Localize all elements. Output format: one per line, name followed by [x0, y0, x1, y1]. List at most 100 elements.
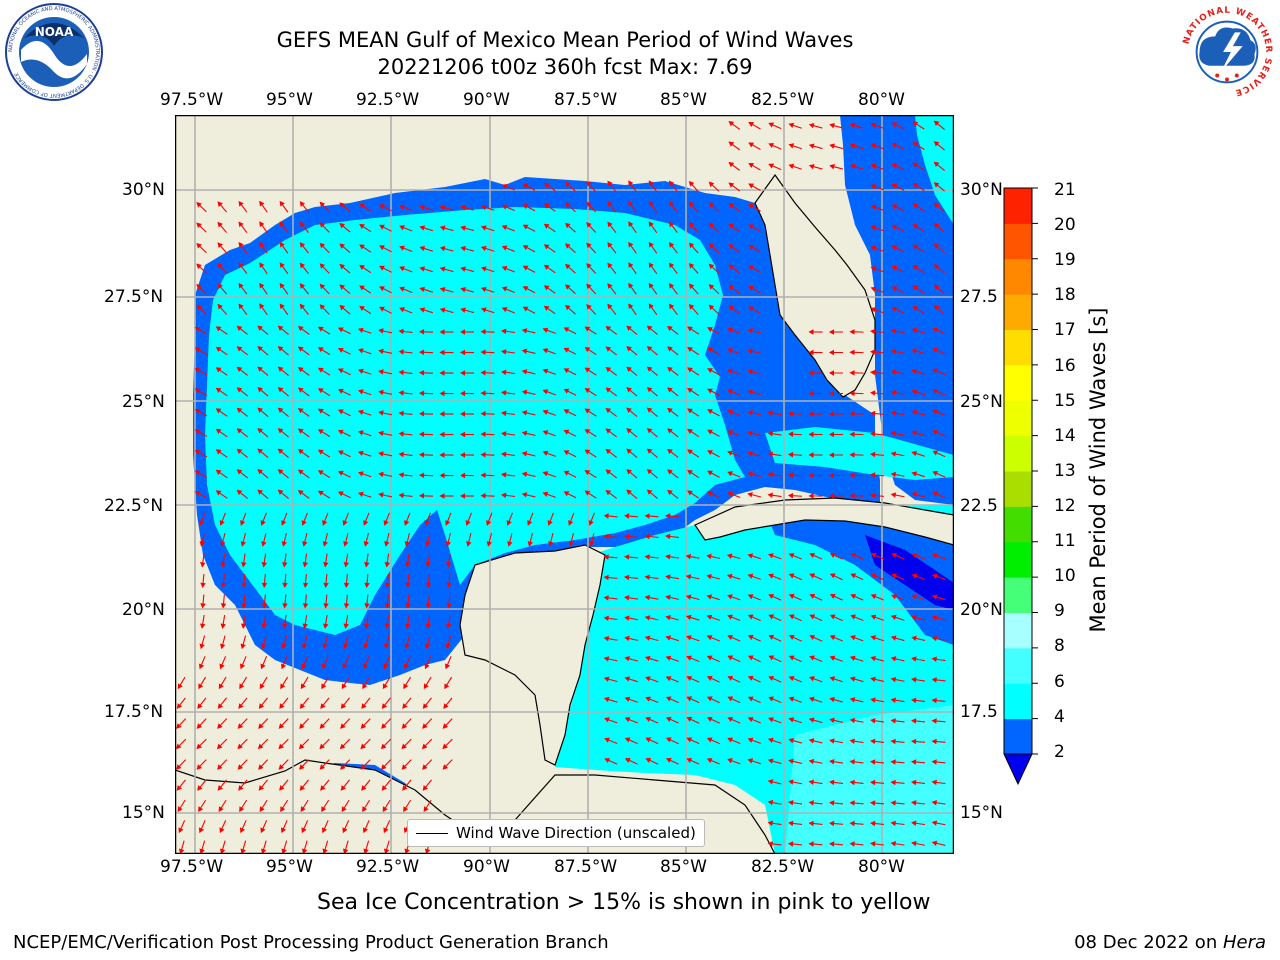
wave-direction-arrowhead [747, 696, 754, 702]
wave-direction-arrowhead [300, 683, 306, 690]
wave-direction-arrowhead [543, 305, 550, 311]
wave-direction-arrowhead [439, 411, 445, 417]
wave-direction-arrowhead [419, 225, 426, 231]
wave-direction-arrowhead [767, 431, 773, 437]
florida-straits-inner [765, 427, 954, 480]
wave-direction-arrowhead [748, 265, 755, 271]
wave-direction-arrowhead [870, 635, 877, 641]
wave-direction-arrowhead [340, 723, 346, 729]
wave-direction-arrowhead [378, 492, 384, 498]
wave-direction-arrowhead [542, 409, 549, 415]
wave-direction-arrowhead [240, 541, 246, 547]
wave-direction-arrowhead [628, 262, 634, 269]
wave-direction-arrowhead [359, 264, 365, 271]
wave-direction-arrowhead [808, 163, 815, 170]
wave-direction-arrowhead [667, 448, 673, 455]
wave-direction-arrowhead [419, 204, 426, 211]
wave-direction-arrowhead [337, 327, 344, 333]
wave-direction-arrowhead [379, 286, 385, 292]
wave-direction-arrowhead [568, 541, 574, 547]
wave-direction-arrowhead [665, 635, 672, 641]
wave-direction-arrowhead [607, 180, 613, 187]
wave-direction-arrowhead [215, 490, 222, 496]
wave-direction-arrowhead [398, 431, 404, 437]
wave-direction-arrowhead [623, 533, 630, 540]
plot-title-line1: GEFS MEAN Gulf of Mexico Mean Period of … [276, 28, 854, 52]
wave-direction-arrowhead [501, 266, 508, 272]
wave-direction-arrowhead [605, 448, 612, 455]
wave-direction-arrowhead [384, 623, 390, 629]
wave-direction-arrowhead [196, 222, 202, 229]
wave-direction-arrowhead [319, 304, 326, 310]
wave-direction-arrowhead [890, 656, 897, 662]
wave-direction-arrowhead [216, 743, 223, 750]
wave-direction-arrowhead [891, 573, 897, 579]
wave-direction-arrowhead [828, 329, 835, 335]
wave-direction-arrowhead [607, 262, 613, 269]
colorbar-segment [1004, 541, 1032, 578]
wave-direction-arrowhead [342, 520, 348, 526]
wave-direction-arrowhead [668, 303, 675, 310]
wave-direction-arrowhead [543, 244, 550, 250]
wave-direction-arrowhead [459, 349, 466, 356]
wave-direction-arrowhead [870, 163, 877, 169]
wave-direction-arrowhead [260, 520, 266, 526]
wave-direction-arrowhead [728, 121, 735, 127]
wave-direction-arrowhead [405, 582, 411, 589]
yucatan-land [459, 544, 606, 766]
wave-direction-arrowhead [933, 182, 940, 188]
wave-direction-arrowhead [727, 348, 733, 354]
wave-direction-arrowhead [727, 491, 733, 497]
wave-direction-arrowhead [931, 635, 938, 642]
wave-direction-arrowhead [890, 389, 897, 396]
wave-direction-arrowhead [459, 431, 466, 438]
wave-direction-arrowhead [891, 142, 898, 148]
wave-direction-arrowhead [501, 472, 507, 478]
wave-direction-arrowhead [399, 204, 405, 210]
wave-direction-arrowhead [343, 582, 350, 589]
wave-direction-arrowhead [931, 594, 938, 600]
wave-direction-arrowhead [217, 703, 224, 709]
wave-direction-arrowhead [383, 663, 389, 670]
wave-direction-arrowhead [668, 262, 675, 269]
wave-direction-arrowhead [236, 448, 243, 455]
wave-direction-arrowhead [381, 764, 387, 770]
wave-direction-arrowhead [364, 603, 370, 609]
wave-direction-arrowhead [931, 779, 937, 786]
wave-direction-arrowhead [645, 716, 652, 723]
wave-direction-arrowhead [542, 348, 549, 354]
wave-direction-arrowhead [870, 204, 877, 210]
wave-direction-arrowhead [236, 469, 243, 475]
wave-direction-arrowhead [665, 533, 671, 540]
wave-direction-arrowhead [176, 723, 182, 729]
wave-direction-arrowhead [829, 779, 835, 786]
wave-direction-arrowhead [401, 743, 407, 750]
wave-direction-arrowhead [932, 388, 939, 394]
wave-direction-arrowhead [870, 369, 876, 376]
wave-direction-arrowhead [932, 409, 939, 415]
wave-direction-arrowhead [260, 663, 266, 670]
wave-direction-arrowhead [522, 306, 529, 312]
wave-direction-arrowhead [565, 222, 571, 229]
colorbar-segment [1004, 577, 1032, 613]
wave-direction-arrowhead [319, 764, 326, 770]
colorbar-tick-11: 11 [1054, 531, 1076, 551]
wave-direction-arrowhead [323, 562, 329, 568]
wave-direction-arrowhead [849, 143, 856, 149]
wave-direction-arrowhead [299, 242, 306, 248]
wave-direction-arrowhead [364, 562, 370, 568]
wave-direction-arrowhead [911, 800, 917, 806]
wave-direction-arrowhead [217, 283, 223, 289]
wave-direction-arrowhead [257, 325, 263, 331]
wave-direction-arrowhead [399, 286, 405, 292]
wave-direction-arrowhead [297, 326, 304, 332]
wave-direction-arrowhead [200, 562, 206, 568]
wave-direction-arrowhead [912, 162, 919, 168]
wave-direction-arrowhead [624, 717, 631, 723]
wave-direction-arrowhead [646, 387, 653, 393]
wave-direction-arrowhead [707, 347, 713, 353]
wave-direction-arrowhead [809, 593, 816, 599]
wave-direction-arrowhead [911, 573, 918, 579]
wave-direction-arrowhead [542, 450, 549, 456]
wave-direction-arrowhead [542, 327, 549, 333]
